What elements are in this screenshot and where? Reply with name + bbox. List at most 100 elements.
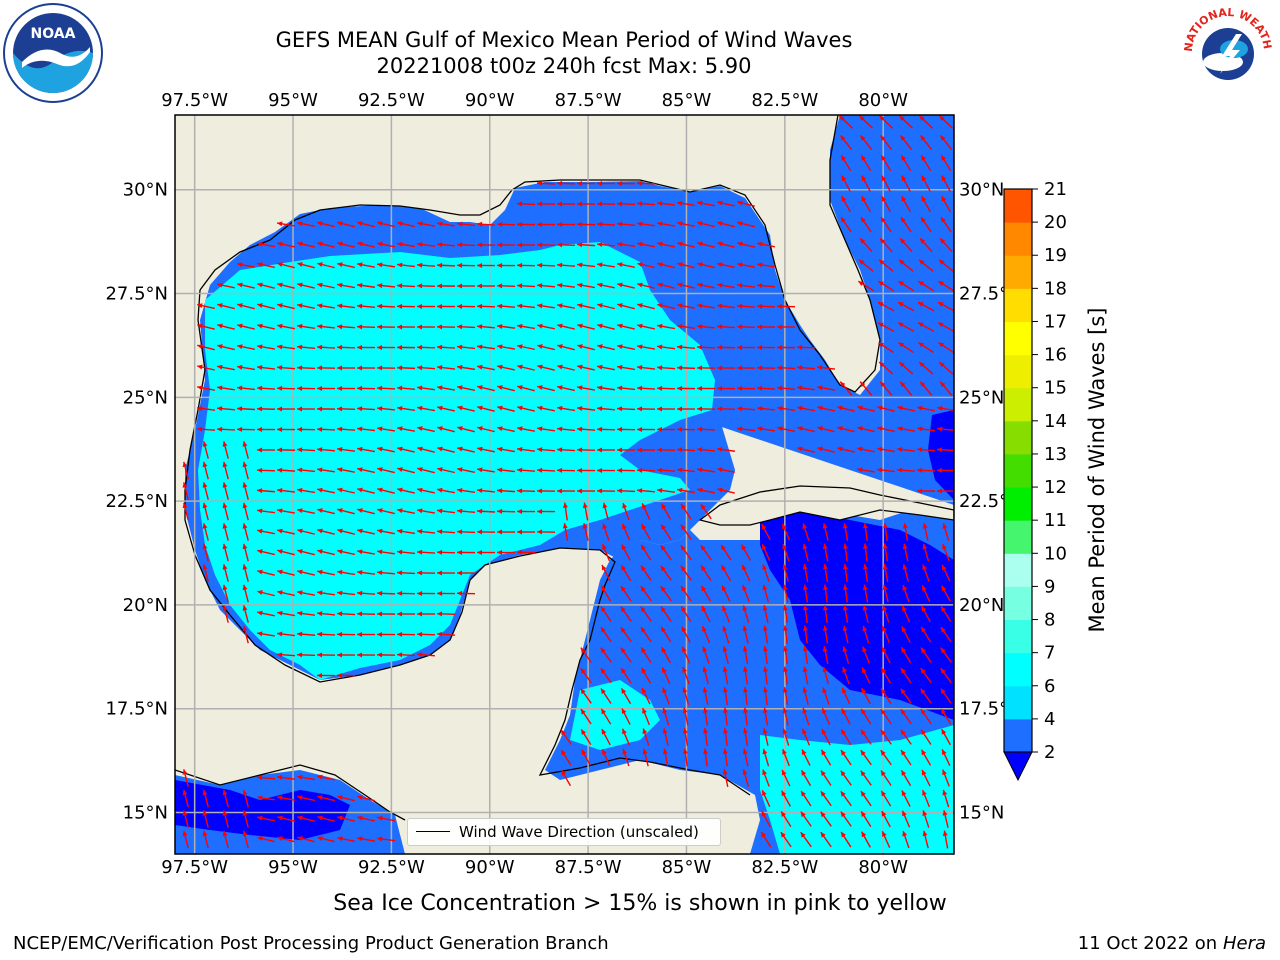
wind-arrow bbox=[763, 666, 768, 685]
wind-arrow bbox=[397, 446, 415, 453]
wind-arrow bbox=[878, 341, 894, 354]
wind-arrow bbox=[882, 605, 890, 623]
wind-arrow bbox=[457, 446, 475, 453]
wind-arrow bbox=[597, 344, 615, 351]
wind-arrow bbox=[937, 301, 954, 312]
wind-arrow bbox=[316, 344, 336, 350]
wind-arrow bbox=[640, 565, 652, 581]
wind-arrow bbox=[722, 748, 729, 767]
wind-arrow bbox=[782, 666, 788, 685]
wind-arrow bbox=[802, 584, 809, 603]
wind-arrow bbox=[417, 487, 435, 494]
wind-arrow bbox=[317, 795, 335, 802]
wind-arrow bbox=[597, 364, 615, 371]
wind-arrow bbox=[782, 748, 790, 767]
wind-arrow bbox=[337, 262, 355, 269]
wind-arrow bbox=[676, 447, 696, 453]
wind-arrow bbox=[657, 221, 675, 227]
wind-arrow bbox=[662, 728, 669, 746]
wind-arrow bbox=[822, 625, 829, 644]
wind-arrow bbox=[202, 461, 209, 480]
wind-arrow bbox=[577, 323, 595, 330]
wind-arrow bbox=[762, 707, 769, 726]
wind-arrow bbox=[396, 590, 416, 596]
wind-arrow bbox=[697, 303, 715, 309]
wind-arrow bbox=[396, 303, 416, 309]
wind-arrow bbox=[802, 687, 809, 705]
wind-arrow bbox=[496, 242, 516, 248]
wind-arrow bbox=[217, 303, 235, 310]
wind-arrow bbox=[822, 687, 830, 705]
wind-arrow bbox=[396, 324, 416, 330]
wind-arrow bbox=[940, 154, 952, 172]
wind-arrow bbox=[576, 406, 596, 411]
wind-arrow bbox=[881, 625, 891, 644]
wind-arrow bbox=[256, 467, 276, 473]
wind-arrow bbox=[217, 323, 235, 330]
wind-arrow bbox=[756, 283, 776, 289]
wind-arrow bbox=[661, 646, 671, 664]
wind-arrow bbox=[742, 605, 750, 623]
wind-arrow bbox=[477, 364, 495, 371]
wind-arrow bbox=[600, 647, 612, 663]
wind-arrow bbox=[737, 262, 755, 268]
wind-arrow bbox=[637, 282, 655, 289]
lat-tick-right-3: 22.5° bbox=[959, 491, 1008, 512]
wind-arrow bbox=[222, 441, 229, 459]
wind-arrow bbox=[620, 585, 632, 602]
wind-arrow bbox=[436, 221, 456, 227]
colorbar-tick-7: 11 bbox=[1044, 510, 1067, 531]
wind-arrow bbox=[839, 134, 853, 151]
wind-arrow bbox=[456, 221, 476, 227]
lat-tick-left-2: 25°N bbox=[123, 387, 168, 408]
wind-arrow bbox=[516, 467, 536, 473]
wind-arrow bbox=[776, 344, 796, 350]
wind-arrow bbox=[939, 381, 953, 396]
wind-arrow bbox=[657, 303, 675, 310]
wind-arrow bbox=[182, 461, 189, 480]
pacific-coast bbox=[175, 764, 406, 821]
wind-arrow bbox=[656, 426, 676, 432]
wind-arrow bbox=[576, 426, 596, 432]
wind-arrow bbox=[600, 585, 612, 602]
wind-arrow bbox=[196, 405, 216, 411]
wind-arrow bbox=[562, 523, 569, 541]
wind-arrow bbox=[677, 303, 695, 309]
wind-arrow bbox=[317, 262, 335, 269]
lon-tick-bottom-5: 85°W bbox=[662, 857, 712, 878]
wind-arrow bbox=[656, 467, 676, 473]
wind-arrow bbox=[242, 543, 249, 562]
wind-arrow bbox=[560, 729, 572, 745]
wind-arrow bbox=[576, 242, 596, 248]
wind-arrow bbox=[796, 385, 816, 391]
wind-arrow bbox=[576, 467, 596, 473]
colorbar-bin-6 bbox=[1004, 520, 1032, 554]
wind-arrow bbox=[336, 590, 356, 596]
lon-tick-bottom-6: 82.5°W bbox=[751, 857, 818, 878]
wind-arrow bbox=[843, 563, 848, 583]
colorbar-tick-2: 6 bbox=[1044, 676, 1055, 697]
wind-arrow bbox=[276, 652, 296, 658]
wind-arrow bbox=[800, 769, 812, 787]
wind-arrow bbox=[856, 467, 876, 473]
wind-arrow bbox=[316, 406, 336, 412]
wind-arrow bbox=[536, 201, 556, 207]
wind-arrow bbox=[376, 611, 396, 617]
colorbar-tick-3: 7 bbox=[1044, 643, 1055, 664]
wind-arrow bbox=[257, 262, 275, 269]
wind-arrow bbox=[637, 241, 655, 248]
wind-arrow bbox=[736, 365, 756, 371]
wind-arrow bbox=[316, 447, 336, 453]
wind-arrow bbox=[820, 811, 832, 827]
wind-arrow bbox=[580, 667, 592, 684]
wind-arrow bbox=[257, 610, 275, 617]
wind-arrow bbox=[436, 549, 456, 555]
wind-arrow bbox=[860, 749, 872, 766]
wind-arrow bbox=[556, 447, 576, 453]
wind-arrow bbox=[797, 405, 815, 412]
wind-arrow bbox=[901, 605, 911, 623]
gulf-water-cyan bbox=[198, 242, 715, 680]
wind-arrow bbox=[717, 467, 735, 473]
wind-arrow bbox=[317, 221, 335, 228]
wind-arrow bbox=[860, 154, 872, 172]
